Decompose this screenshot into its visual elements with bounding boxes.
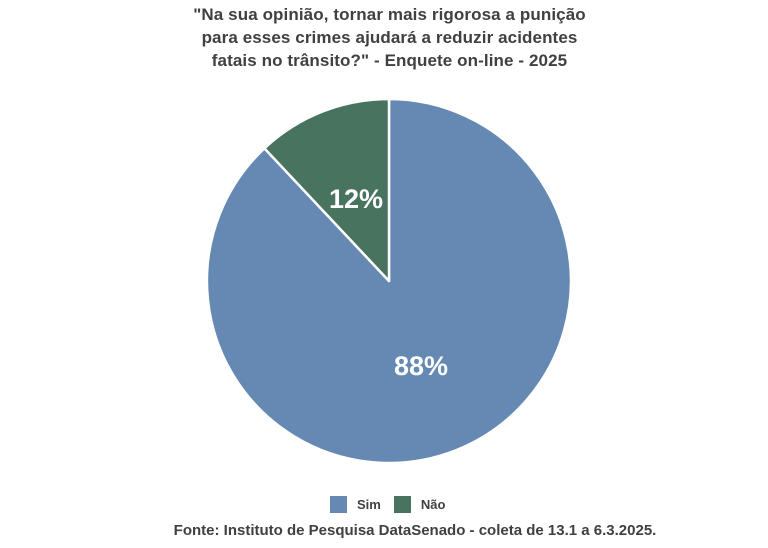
source-caption: Fonte: Instituto de Pesquisa DataSenado … [173, 522, 657, 539]
legend-label-nao: Não [420, 497, 446, 512]
pie-slice-nao [263, 97, 391, 283]
legend-swatch-nao [389, 492, 415, 517]
legend-swatch-sim [326, 492, 351, 517]
chart-title: "Na sua opinião, tornar mais rigorosa a … [11, 3, 768, 72]
pie-chart: 88% 12% [194, 86, 584, 476]
slice-label-nao: 12% [329, 184, 383, 214]
slice-label-sim: 88% [394, 351, 448, 381]
chart-title-line-3: fatais no trânsito?" - Enquete on-line -… [211, 51, 568, 70]
legend-item-nao: Não [389, 492, 446, 517]
legend: Sim Não [326, 492, 445, 517]
chart-title-line-1: "Na sua opinião, tornar mais rigorosa a … [193, 5, 586, 24]
legend-item-sim: Sim [326, 492, 381, 517]
legend-label-sim: Sim [357, 497, 381, 512]
chart-title-line-2: para esses crimes ajudará a reduzir acid… [201, 28, 578, 47]
